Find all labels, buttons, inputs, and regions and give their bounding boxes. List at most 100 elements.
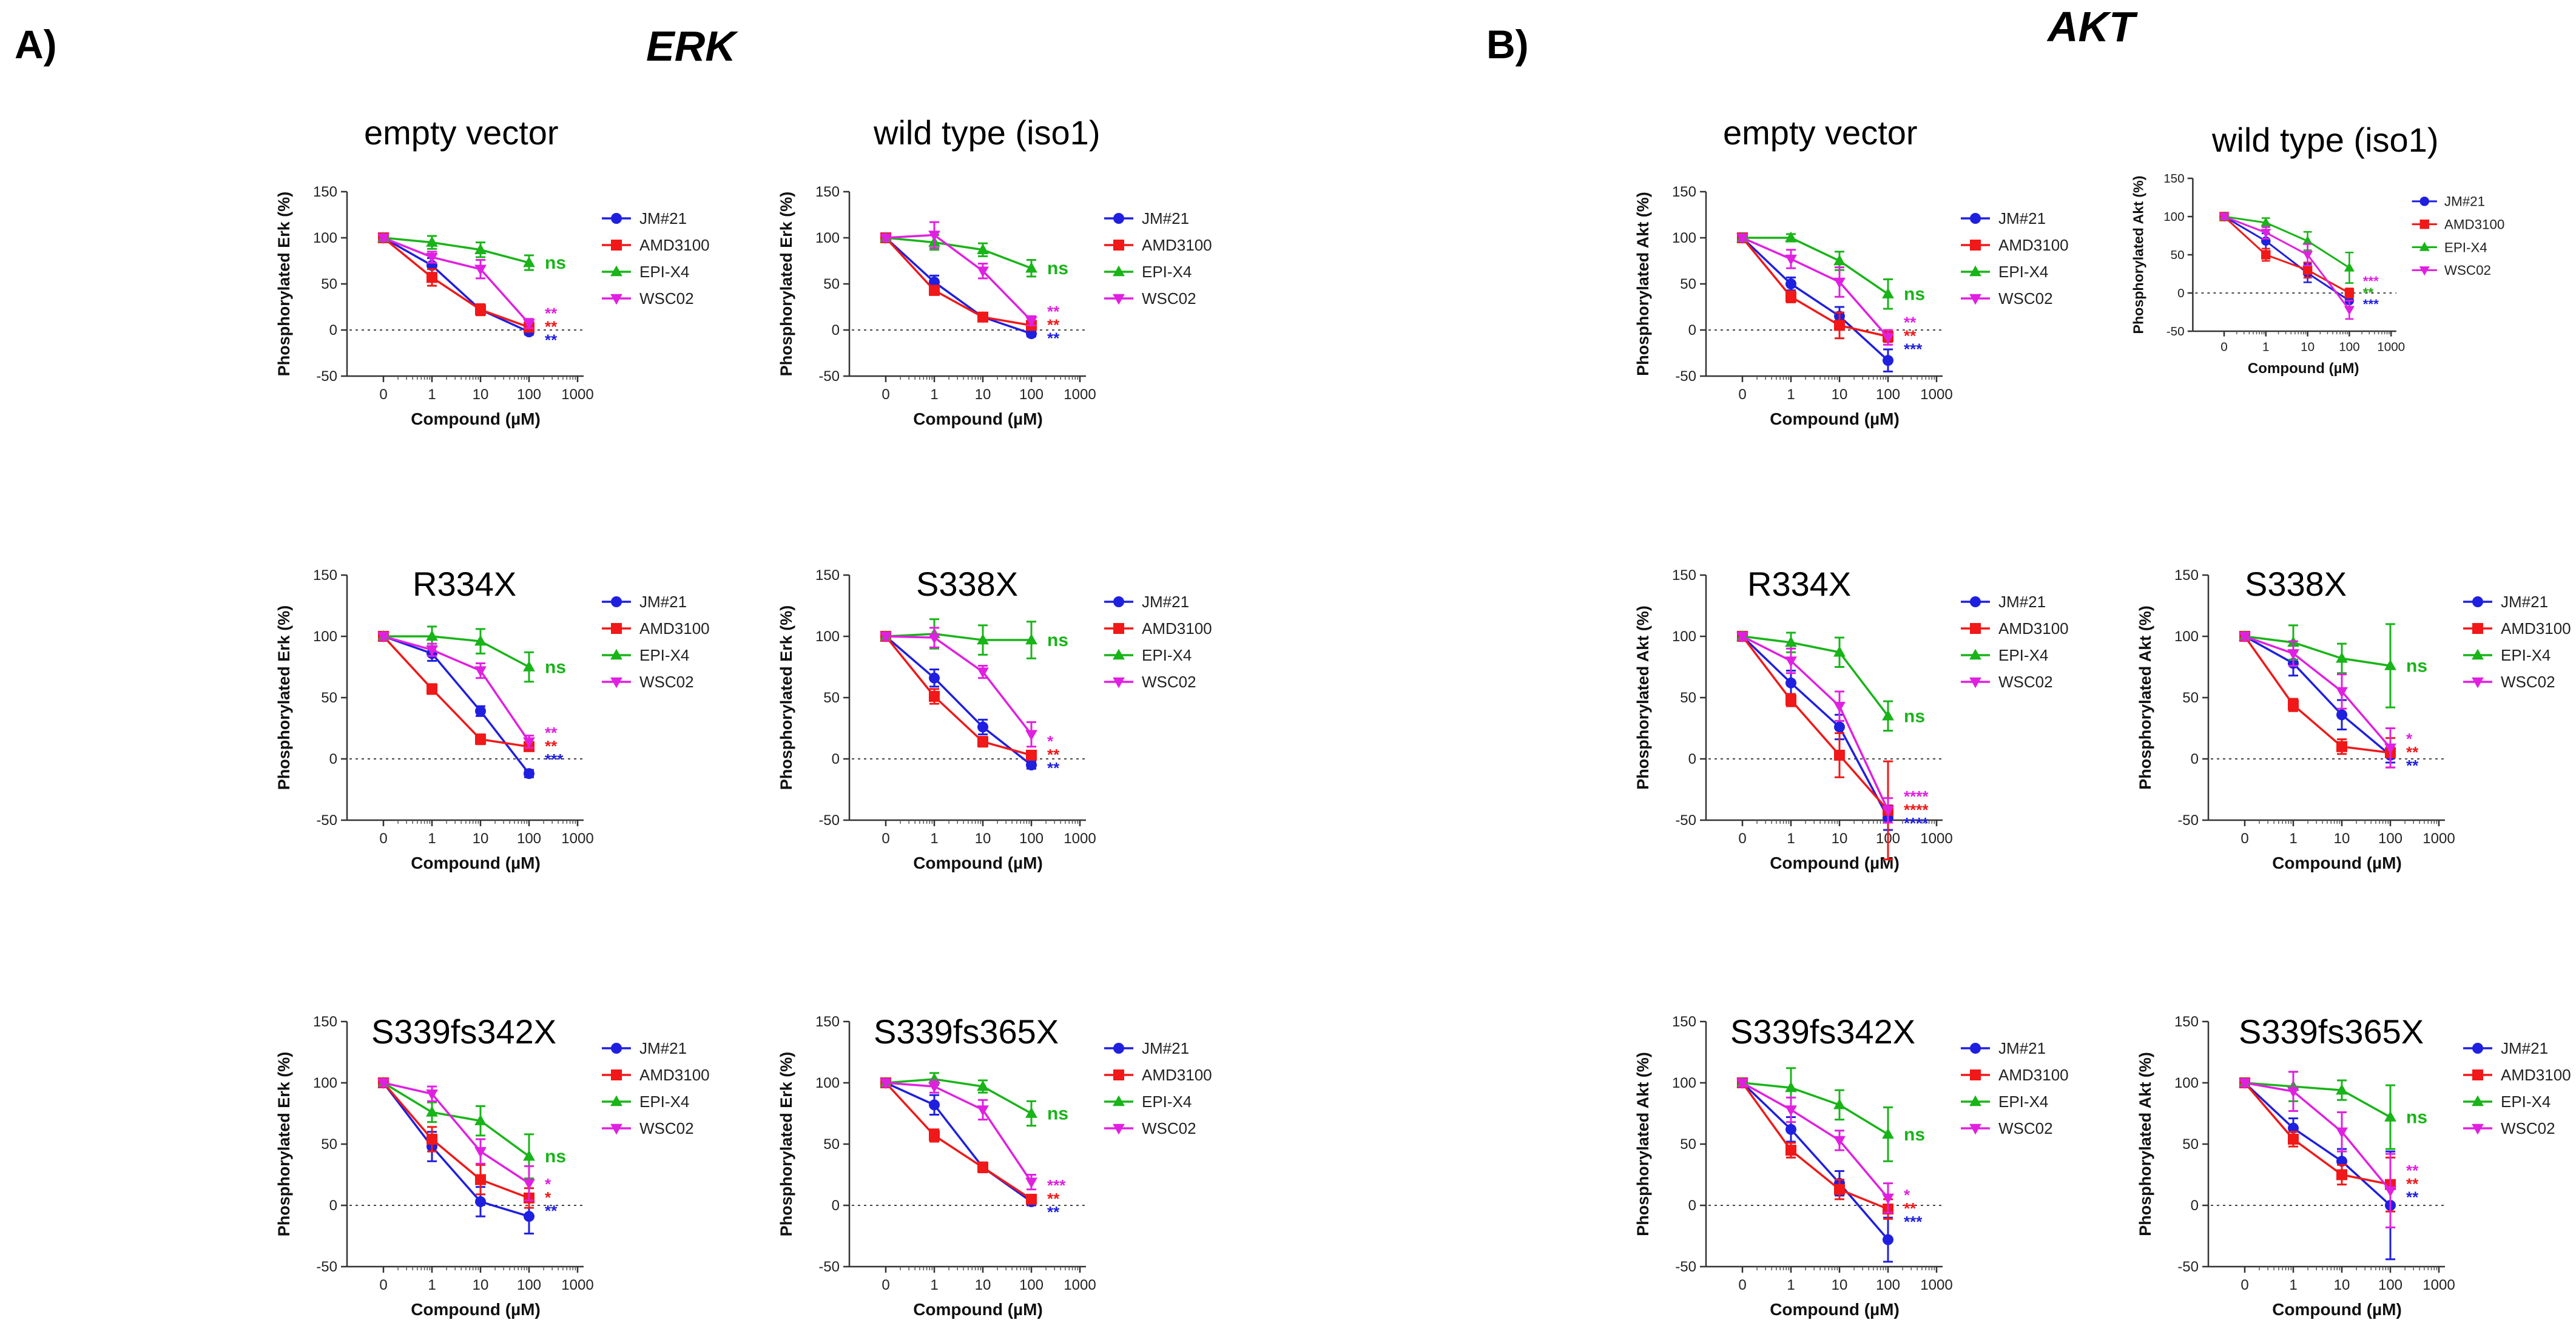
significance-label: **	[2363, 285, 2374, 300]
legend-label: AMD3100	[1998, 236, 2069, 254]
x-tick-label: 0	[882, 830, 889, 847]
data-point	[1025, 633, 1037, 645]
x-tick-label: 1000	[561, 386, 593, 403]
data-point	[523, 661, 535, 672]
legend-swatch-marker	[1113, 240, 1124, 251]
significance-label: ns	[545, 1147, 566, 1167]
legend-label: AMD3100	[1142, 619, 1212, 638]
series-wsc02: **	[377, 631, 558, 749]
data-point	[474, 666, 487, 677]
series-line	[885, 1082, 1032, 1201]
series-line	[2244, 1082, 2391, 1186]
significance-label: **	[2406, 1162, 2419, 1180]
data-point	[2384, 1186, 2396, 1197]
y-tick-label: 150	[2174, 1014, 2199, 1030]
data-point	[426, 1106, 438, 1117]
legend-swatch-marker	[2419, 197, 2429, 206]
data-point	[2344, 288, 2355, 298]
legend-swatch-marker	[1113, 648, 1125, 660]
data-point	[474, 243, 487, 254]
series-jm-21: ****	[1737, 631, 1929, 832]
data-point	[524, 1211, 534, 1222]
y-tick-label: 50	[1680, 690, 1696, 706]
significance-label: **	[545, 724, 558, 742]
chart-title: S339fs342X	[1730, 1012, 1915, 1051]
y-tick-label: 150	[1672, 567, 1696, 584]
series-jm-21: **	[880, 631, 1060, 777]
data-point	[1736, 233, 1748, 244]
significance-label: **	[545, 304, 558, 322]
legend-label: EPI-X4	[2444, 240, 2487, 255]
data-point	[474, 635, 487, 646]
y-axis-label: Phosphorylated Akt (%)	[2136, 605, 2154, 790]
data-point	[2261, 250, 2271, 260]
series-line	[2244, 635, 2391, 667]
legend-swatch-marker	[1969, 265, 1981, 277]
significance-label: **	[1047, 302, 1060, 320]
x-tick-label: 0	[882, 1277, 889, 1293]
legend-swatch-marker	[1969, 677, 1981, 689]
legend-label: EPI-X4	[1142, 263, 1192, 281]
x-tick-label: 1	[1787, 1277, 1795, 1293]
y-tick-label: 50	[2182, 1136, 2199, 1153]
x-tick-label: 10	[975, 1277, 991, 1293]
data-point	[2288, 1133, 2299, 1145]
x-tick-label: 0	[2241, 830, 2248, 847]
x-tick-label: 1	[1787, 830, 1795, 847]
data-point	[1834, 320, 1845, 331]
data-point	[426, 1089, 438, 1100]
y-tick-label: 50	[2171, 248, 2185, 262]
data-point	[377, 1078, 389, 1089]
y-tick-label: 150	[313, 184, 337, 200]
legend-label: JM#21	[1998, 209, 2046, 227]
data-point	[928, 633, 940, 644]
data-point	[1736, 1078, 1748, 1089]
data-point	[929, 1099, 940, 1111]
significance-label: *	[545, 1175, 551, 1193]
significance-label: **	[1047, 746, 1060, 764]
x-axis-label: Compound (µM)	[913, 854, 1043, 872]
x-tick-label: 0	[1738, 830, 1746, 847]
legend: JM#21 AMD3100 EPI-X4 WSC02	[602, 1039, 710, 1137]
chart-title: S338X	[2245, 565, 2347, 603]
significance-label: ****	[1904, 787, 1929, 806]
x-tick-label: 1000	[1064, 1277, 1096, 1293]
series-line	[1742, 635, 1889, 717]
y-tick-label: -50	[316, 368, 337, 385]
data-point	[2384, 743, 2396, 755]
legend-swatch-marker	[611, 1069, 622, 1080]
data-point	[426, 630, 438, 641]
legend-swatch-marker	[610, 1095, 622, 1106]
legend-label: EPI-X4	[639, 646, 689, 664]
legend-label: EPI-X4	[639, 263, 689, 281]
legend-swatch-marker	[611, 596, 622, 607]
series-amd3100: **	[880, 631, 1060, 764]
significance-label: ***	[1904, 1213, 1923, 1231]
data-point	[2287, 649, 2299, 660]
series-epi-x4: ns	[1736, 231, 1925, 310]
series-jm-21: ***	[1737, 1077, 1923, 1263]
data-point	[523, 1179, 535, 1190]
series-line	[1742, 635, 1889, 811]
data-point	[929, 690, 940, 702]
x-tick-label: 1	[930, 1277, 938, 1293]
series-line	[383, 635, 530, 743]
series-epi-x4: ns	[377, 231, 566, 273]
series-wsc02: **	[2239, 1071, 2419, 1228]
data-point	[1833, 645, 1846, 657]
x-tick-label: 0	[379, 830, 387, 847]
series-epi-x4: ns	[880, 1072, 1068, 1127]
y-tick-label: -50	[2177, 1259, 2199, 1275]
x-tick-label: 10	[473, 830, 489, 847]
data-point	[475, 304, 486, 315]
series-line	[2244, 1082, 2392, 1207]
legend-label: WSC02	[1998, 289, 2053, 308]
legend-swatch-marker	[1113, 1069, 1124, 1080]
data-point	[1025, 730, 1037, 741]
data-point	[2239, 631, 2251, 643]
x-tick-label: 10	[1832, 386, 1848, 403]
legend-label: EPI-X4	[1998, 1093, 2048, 1111]
